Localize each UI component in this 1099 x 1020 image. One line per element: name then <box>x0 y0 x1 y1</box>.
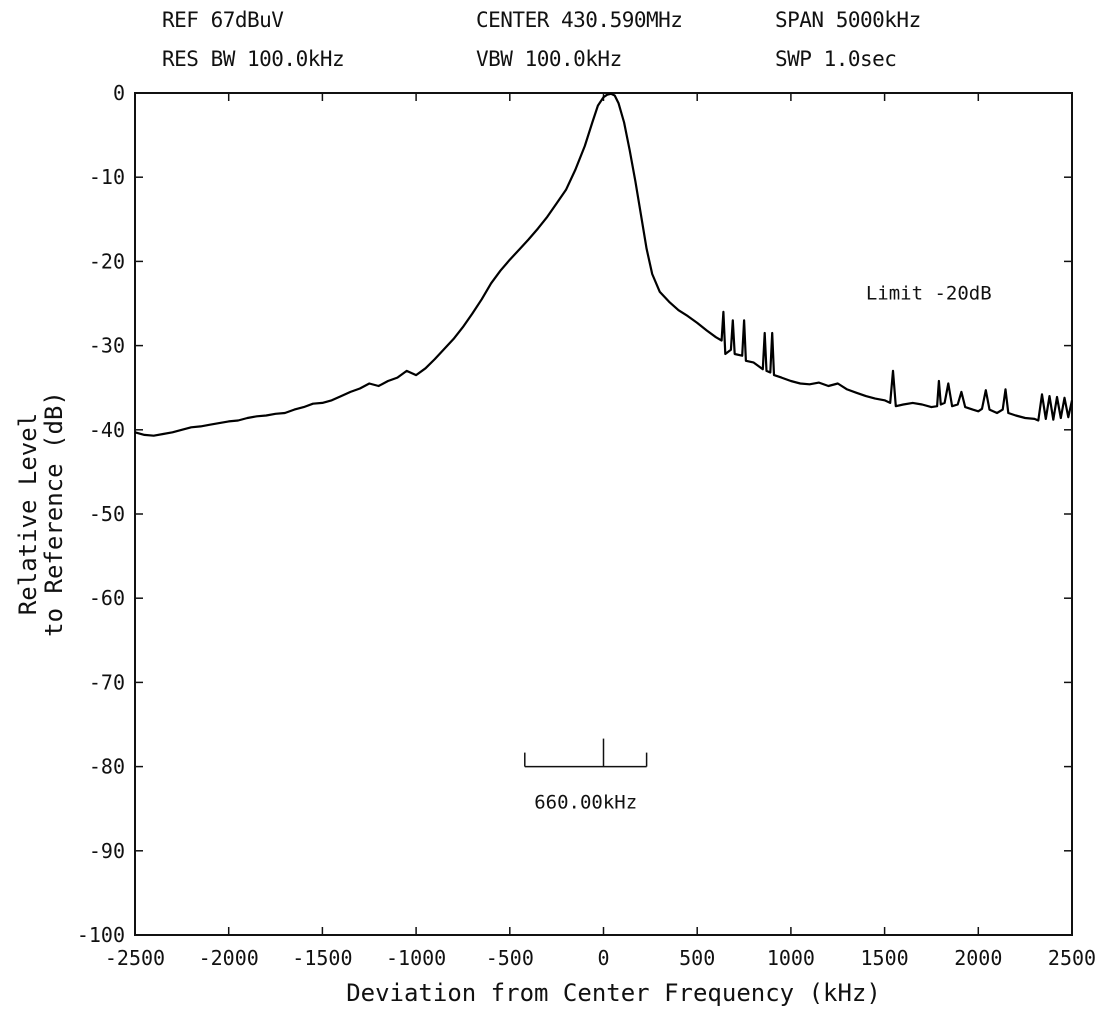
y-tick-label: 0 <box>113 81 125 105</box>
x-tick-label: -1500 <box>292 946 352 970</box>
y-axis-label: Relative Level to Reference (dB) <box>14 391 68 637</box>
x-tick-label: 2000 <box>954 946 1002 970</box>
spectrum-trace <box>134 92 1074 437</box>
x-tick-label: -1000 <box>386 946 446 970</box>
y-tick-label: -90 <box>89 839 125 863</box>
span-label: SPAN 5000kHz <box>775 8 921 32</box>
x-tick-label: 500 <box>679 946 715 970</box>
center-frequency-label: CENTER 430.590MHz <box>476 8 683 32</box>
span-marker-label: 660.00kHz <box>534 792 637 814</box>
x-tick-label: -2000 <box>199 946 259 970</box>
limit-annotation: Limit -20dB <box>866 282 992 304</box>
y-tick-label: -50 <box>89 502 125 526</box>
y-axis-ticks: 0 -10 -20 -30 -40 -50 -60 -70 -80 -90 -100 <box>77 81 1072 947</box>
x-tick-label: 1000 <box>767 946 815 970</box>
y-tick-label: -10 <box>89 165 125 189</box>
x-axis-label: Deviation from Center Frequency (kHz) <box>346 979 881 1007</box>
ref-level-label: REF 67dBuV <box>162 8 284 32</box>
y-axis-label-line2: to Reference (dB) <box>40 391 68 637</box>
x-tick-label: -2500 <box>105 946 165 970</box>
y-tick-label: -100 <box>77 923 125 947</box>
x-tick-label: 0 <box>597 946 609 970</box>
sweep-time-label: SWP 1.0sec <box>775 47 897 71</box>
y-tick-label: -70 <box>89 670 125 694</box>
y-axis-label-line1: Relative Level <box>14 413 42 615</box>
y-tick-label: -60 <box>89 586 125 610</box>
span-marker <box>524 738 648 768</box>
x-axis-ticks: -2500 -2000 -1500 -1000 -500 0 500 1000 1500 2000… <box>105 93 1096 970</box>
y-tick-label: -80 <box>89 755 125 779</box>
plot-frame <box>134 92 1073 936</box>
x-tick-label: 1500 <box>861 946 909 970</box>
y-tick-label: -40 <box>89 418 125 442</box>
vbw-label: VBW 100.0kHz <box>476 47 622 71</box>
y-tick-label: -20 <box>89 249 125 273</box>
y-tick-label: -30 <box>89 334 125 358</box>
x-tick-label: 2500 <box>1048 946 1096 970</box>
x-tick-label: -500 <box>486 946 534 970</box>
res-bw-label: RES BW 100.0kHz <box>162 47 345 71</box>
